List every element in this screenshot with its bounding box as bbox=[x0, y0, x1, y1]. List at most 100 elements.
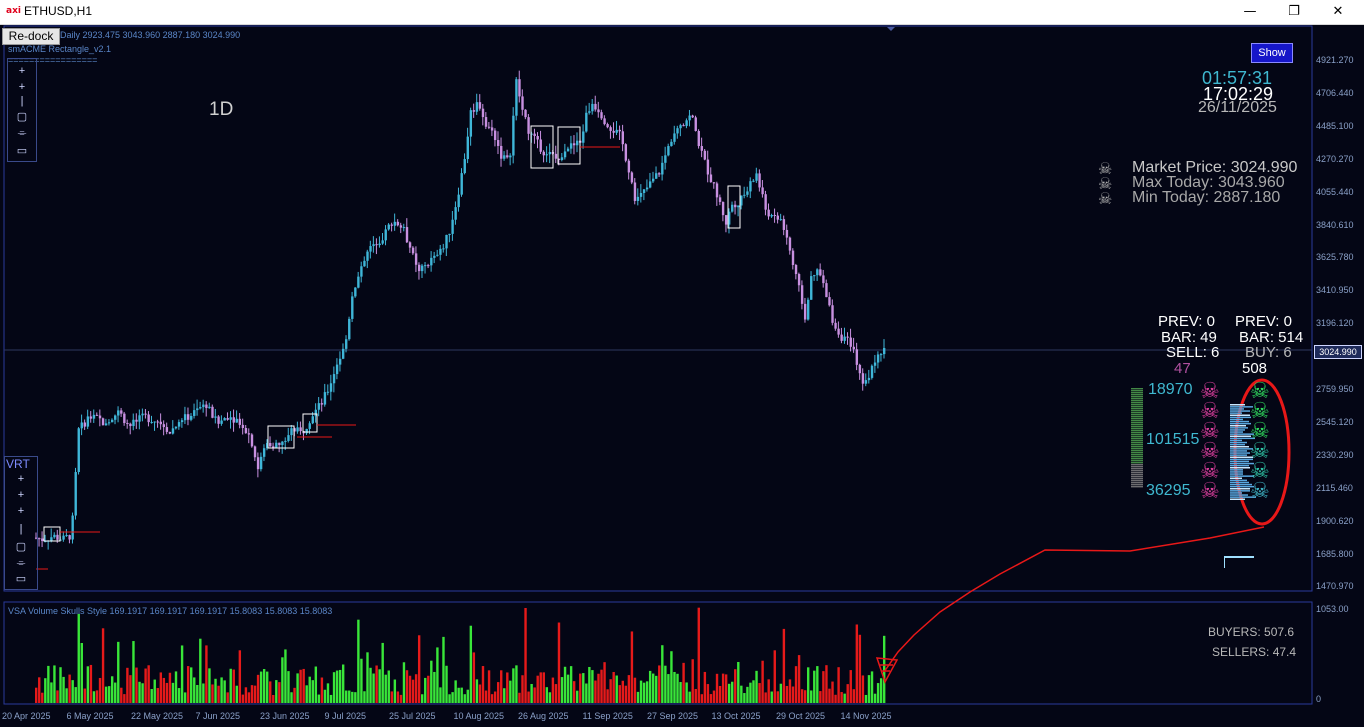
crosshair-tool-icon[interactable]: + bbox=[18, 65, 26, 77]
volume-bar bbox=[378, 669, 381, 703]
profile-bar bbox=[1131, 442, 1143, 444]
candle-body bbox=[630, 172, 634, 183]
candle-body bbox=[41, 538, 44, 542]
ohlc-readout: Daily 2923.475 3043.960 2887.180 3024.99… bbox=[60, 30, 241, 40]
candle-body bbox=[615, 129, 618, 133]
candle-body bbox=[89, 416, 93, 419]
volume-bar bbox=[120, 687, 123, 703]
candle-body bbox=[259, 456, 263, 470]
profile-bar bbox=[1230, 408, 1244, 410]
candle-body bbox=[296, 427, 299, 432]
volume-bar bbox=[211, 684, 214, 703]
candle-body bbox=[749, 181, 752, 192]
profile-bar bbox=[1131, 472, 1143, 474]
chart-tool-icon[interactable]: ▭ bbox=[16, 145, 28, 157]
candle-body bbox=[548, 151, 552, 155]
candle-body bbox=[275, 442, 278, 449]
volume-bar bbox=[414, 674, 418, 703]
candle-body bbox=[518, 79, 521, 97]
volume-axis-max: 1053.00 bbox=[1316, 604, 1349, 614]
range-rectangle bbox=[43, 526, 61, 542]
candle-body bbox=[724, 215, 728, 225]
candle-body bbox=[211, 406, 214, 418]
candle-body bbox=[715, 183, 719, 198]
candle-body bbox=[484, 117, 488, 127]
volume-bar bbox=[703, 671, 707, 703]
volume-bar bbox=[439, 687, 442, 703]
vertical-line-icon[interactable]: | bbox=[20, 95, 24, 107]
candle-body bbox=[767, 209, 770, 217]
volume-bar bbox=[512, 668, 515, 703]
volume-bar bbox=[348, 690, 351, 703]
crosshair-tool-icon[interactable]: + bbox=[17, 489, 25, 501]
candle-body bbox=[323, 392, 327, 405]
volume-bar bbox=[618, 685, 621, 703]
candle-body bbox=[816, 269, 819, 276]
restore-button[interactable]: ❐ bbox=[1288, 4, 1300, 19]
chart-tool-icon[interactable]: ▭ bbox=[15, 573, 27, 585]
show-button[interactable]: Show bbox=[1251, 43, 1293, 63]
date-axis-label: 20 Apr 2025 bbox=[2, 711, 51, 721]
minimize-button[interactable]: — bbox=[1243, 4, 1257, 19]
date-axis-label: 26 Aug 2025 bbox=[518, 711, 569, 721]
rectangle-tool-icon[interactable]: ▢ bbox=[15, 541, 27, 553]
profile-bar bbox=[1131, 396, 1143, 398]
volume-bar bbox=[834, 694, 837, 703]
candle-body bbox=[62, 535, 65, 540]
candle-body bbox=[129, 423, 132, 427]
volume-bar bbox=[712, 690, 716, 703]
candle-body bbox=[560, 157, 564, 160]
volume-bar bbox=[743, 693, 746, 703]
candle-body bbox=[77, 428, 80, 473]
candle-body bbox=[852, 346, 855, 350]
vertical-line-icon[interactable]: | bbox=[19, 523, 23, 535]
candle-body bbox=[247, 433, 251, 435]
profile-bar bbox=[1230, 494, 1248, 496]
volume-bar bbox=[873, 693, 877, 703]
buyers-label: BUYERS: 507.6 bbox=[1208, 625, 1295, 639]
profile-bar bbox=[1131, 460, 1143, 462]
profile-bar bbox=[1131, 482, 1143, 484]
volume-profile bbox=[1131, 388, 1256, 500]
volume-indicator-label: VSA Volume Skulls Style 169.1917 169.191… bbox=[8, 606, 333, 616]
candle-body bbox=[651, 178, 655, 182]
sell-total: 47 bbox=[1174, 360, 1191, 377]
chart-area[interactable] bbox=[0, 25, 1364, 727]
candle-body bbox=[107, 422, 111, 424]
volume-bar bbox=[417, 635, 421, 703]
candle-body bbox=[731, 204, 734, 212]
candle-body bbox=[454, 207, 457, 220]
rectangle-tool-icon[interactable]: ▢ bbox=[16, 111, 28, 123]
volume-bar bbox=[454, 680, 457, 703]
volume-bar bbox=[354, 692, 357, 703]
profile-bar bbox=[1230, 488, 1250, 490]
candle-body bbox=[290, 428, 293, 436]
volume-bar bbox=[68, 674, 71, 703]
close-button[interactable]: ✕ bbox=[1332, 4, 1344, 19]
crosshair-tool-icon[interactable]: + bbox=[17, 505, 25, 517]
fibo-tool-icon[interactable]: ⌯ bbox=[17, 127, 27, 139]
candle-body bbox=[572, 143, 576, 146]
volume-bar bbox=[557, 622, 561, 703]
redock-button[interactable]: Re-dock bbox=[2, 28, 60, 45]
profile-bar bbox=[1131, 414, 1143, 416]
candle-body bbox=[348, 318, 351, 340]
max-today: Max Today: 3043.960 bbox=[1132, 174, 1285, 191]
volume-bar bbox=[609, 679, 612, 703]
profile-bar bbox=[1131, 398, 1143, 400]
candle-body bbox=[53, 534, 56, 538]
fibo-tool-icon[interactable]: ⌯ bbox=[16, 557, 26, 569]
volume-bar bbox=[35, 687, 38, 703]
profile-bar bbox=[1230, 425, 1246, 427]
crosshair-tool-icon[interactable]: + bbox=[17, 473, 25, 485]
candle-body bbox=[442, 248, 445, 250]
candle-body bbox=[506, 155, 509, 158]
volume-bar bbox=[718, 685, 722, 703]
crosshair-tool-icon[interactable]: + bbox=[18, 81, 26, 93]
volume-bar bbox=[539, 672, 542, 703]
volume-bar bbox=[186, 666, 190, 703]
profile-bar bbox=[1230, 443, 1245, 446]
candle-body bbox=[591, 103, 594, 112]
candle-body bbox=[223, 418, 226, 421]
